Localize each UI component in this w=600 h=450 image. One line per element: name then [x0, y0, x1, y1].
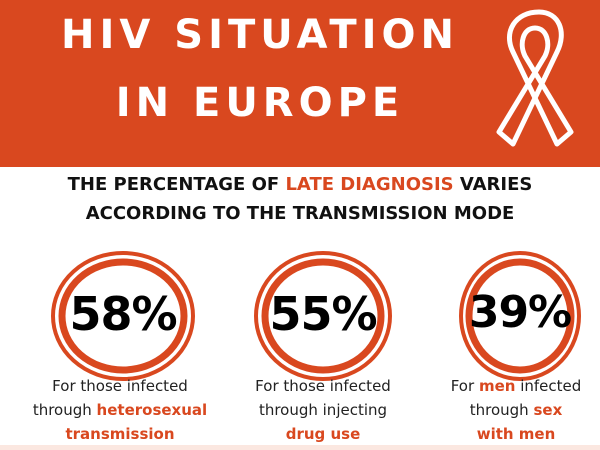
stat-msm: 39% [458, 250, 582, 382]
caption-line: through injecting [258, 401, 388, 419]
caption-line: For those infected [52, 377, 188, 395]
awareness-ribbon-icon [496, 9, 574, 147]
stat-caption-drug-use: For those infected through injecting dru… [218, 374, 428, 446]
caption-text: through [32, 401, 97, 419]
subtitle-line-2: ACCORDING TO THE TRANSMISSION MODE [85, 203, 515, 224]
stat-caption-msm: For men infected through sex with men [428, 374, 600, 446]
caption-emphasis: with men [476, 425, 556, 443]
caption-emphasis: men [478, 377, 516, 395]
title-line-1: HIV SITUATION [61, 12, 459, 58]
stat-value: 58% [69, 287, 177, 341]
caption-line: through heterosexual [10, 398, 230, 422]
caption-emphasis: drug use [285, 425, 361, 443]
caption-emphasis: sex [533, 401, 563, 419]
ring-icon [459, 251, 581, 381]
stat-value: 55% [269, 287, 377, 341]
stat-value: 39% [468, 287, 572, 338]
stat-heterosexual: 58% [50, 250, 196, 382]
subtitle: THE PERCENTAGE OF LATE DIAGNOSIS VARIES … [0, 170, 600, 228]
caption-text: infected [515, 377, 582, 395]
bottom-divider [0, 445, 600, 450]
stat-caption-heterosexual: For those infected through heterosexual … [10, 374, 230, 446]
title-line-2: IN EUROPE [115, 80, 405, 126]
caption-text: For [450, 377, 479, 395]
caption-line: For men infected [428, 374, 600, 398]
caption-text: through [469, 401, 534, 419]
caption-line: through sex [428, 398, 600, 422]
subtitle-line-1: THE PERCENTAGE OF LATE DIAGNOSIS VARIES [0, 170, 600, 199]
caption-emphasis: transmission [65, 425, 175, 443]
ring-icon [254, 251, 392, 381]
subtitle-highlight: LATE DIAGNOSIS [285, 174, 454, 195]
caption-emphasis: heterosexual [96, 401, 208, 419]
title-banner: HIV SITUATION IN EUROPE [0, 0, 600, 167]
stat-injecting-drug-use: 55% [253, 250, 393, 382]
caption-line: For those infected [255, 377, 391, 395]
subtitle-text-2: VARIES [453, 174, 533, 195]
subtitle-text-1: THE PERCENTAGE OF [67, 174, 286, 195]
ring-icon [51, 251, 195, 381]
